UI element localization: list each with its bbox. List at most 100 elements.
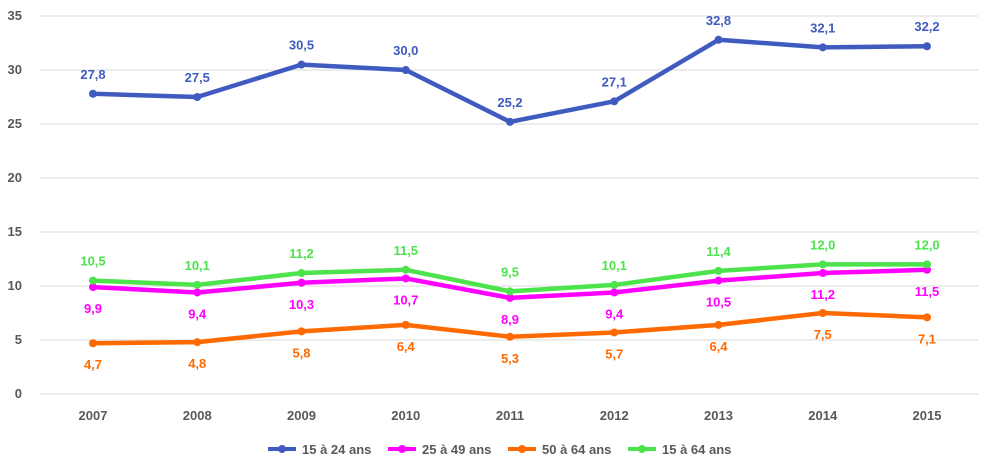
data-label: 4,8 [188, 356, 206, 371]
x-tick-label: 2013 [704, 408, 733, 423]
legend-label: 15 à 24 ans [302, 442, 371, 457]
x-tick-label: 2009 [287, 408, 316, 423]
data-label: 7,5 [814, 327, 832, 342]
data-label: 11,2 [289, 246, 314, 261]
data-point [923, 313, 931, 322]
legend-label: 15 à 64 ans [662, 442, 731, 457]
data-label: 9,4 [605, 306, 624, 321]
data-point [401, 66, 410, 74]
y-tick-label: 20 [8, 170, 22, 185]
data-point [89, 283, 97, 292]
data-label: 30,5 [289, 38, 314, 53]
data-point [89, 276, 97, 285]
data-point [297, 278, 306, 287]
data-point [923, 260, 931, 269]
data-label: 32,1 [810, 20, 835, 35]
data-labels: 27,8 27,5 30,5 30,0 25,2 27,1 32,8 32,1 32,2 9,9 9… [80, 13, 939, 372]
y-tick-label: 30 [8, 62, 22, 77]
data-label: 4,7 [84, 357, 102, 372]
data-label: 12,0 [810, 237, 835, 252]
data-label: 32,2 [914, 19, 939, 34]
data-point [714, 320, 723, 329]
data-point [506, 287, 514, 296]
y-tick-label: 35 [8, 8, 22, 23]
data-label: 11,5 [393, 243, 418, 258]
y-tick-label: 25 [8, 116, 22, 131]
data-label: 9,5 [501, 264, 519, 279]
legend-swatch-marker [398, 445, 406, 453]
data-point [193, 288, 202, 297]
data-label: 11,2 [810, 287, 835, 302]
data-label: 6,4 [709, 339, 728, 354]
legend-label: 50 à 64 ans [542, 442, 611, 457]
data-label: 27,5 [185, 70, 210, 85]
data-point [818, 309, 827, 317]
data-point [89, 89, 97, 98]
data-label: 10,5 [706, 295, 731, 310]
data-point [193, 280, 202, 289]
data-label: 5,3 [501, 351, 519, 366]
data-label: 11,4 [706, 244, 731, 259]
data-label: 30,0 [393, 43, 418, 58]
data-label: 32,8 [706, 13, 731, 28]
data-point [714, 35, 723, 44]
data-label: 10,1 [185, 258, 210, 273]
data-label: 10,5 [80, 254, 105, 269]
data-point [610, 328, 619, 337]
data-point [506, 117, 514, 126]
data-point [714, 266, 723, 275]
data-point [401, 265, 410, 274]
data-label: 10,3 [289, 297, 314, 312]
x-tick-label: 2011 [496, 408, 524, 423]
legend: 15 à 24 ans 25 à 49 ans 50 à 64 ans 15 à 64… [268, 442, 731, 457]
data-point [89, 339, 97, 348]
legend-swatch-marker [638, 445, 646, 453]
data-label: 5,7 [605, 346, 623, 361]
y-tick-label: 5 [15, 332, 22, 347]
data-point [506, 332, 514, 341]
x-tick-label: 2014 [808, 408, 838, 423]
legend-label: 25 à 49 ans [422, 442, 491, 457]
y-tick-label: 15 [8, 224, 22, 239]
data-label: 11,5 [915, 284, 940, 299]
data-point [506, 293, 514, 302]
data-label: 25,2 [497, 95, 522, 110]
legend-swatch-marker [518, 445, 526, 453]
y-axis: 0 5 10 15 20 25 30 35 [8, 8, 22, 401]
x-tick-label: 2007 [79, 408, 108, 423]
data-point [297, 269, 306, 278]
data-point [714, 276, 723, 285]
x-tick-label: 2010 [391, 408, 420, 423]
data-point [193, 338, 202, 347]
data-point [818, 43, 827, 52]
data-label: 9,9 [84, 301, 102, 316]
data-label: 7,1 [918, 331, 936, 346]
data-label: 8,9 [501, 312, 519, 327]
series-lines [89, 35, 931, 348]
x-axis: 2007 2008 2009 2010 2011 2012 2013 2014 2015 [79, 408, 942, 423]
legend-swatch-marker [278, 445, 286, 453]
x-tick-label: 2012 [600, 408, 629, 423]
data-label: 27,1 [602, 74, 627, 89]
data-point [401, 320, 410, 329]
data-point [818, 260, 827, 269]
data-point [297, 327, 306, 336]
data-point [610, 288, 619, 297]
data-point [193, 93, 202, 101]
data-label: 10,7 [393, 292, 418, 307]
x-tick-label: 2008 [183, 408, 212, 423]
data-label: 10,1 [602, 258, 627, 273]
data-point [923, 42, 931, 51]
data-label: 12,0 [914, 237, 939, 252]
data-point [610, 97, 619, 106]
data-point [297, 60, 306, 69]
data-point [610, 280, 619, 289]
data-point [401, 274, 410, 283]
y-tick-label: 10 [8, 278, 22, 293]
data-label: 27,8 [80, 67, 105, 82]
x-tick-label: 2015 [913, 408, 942, 423]
y-tick-label: 0 [15, 386, 22, 401]
data-point [818, 269, 827, 278]
data-label: 5,8 [292, 345, 310, 360]
